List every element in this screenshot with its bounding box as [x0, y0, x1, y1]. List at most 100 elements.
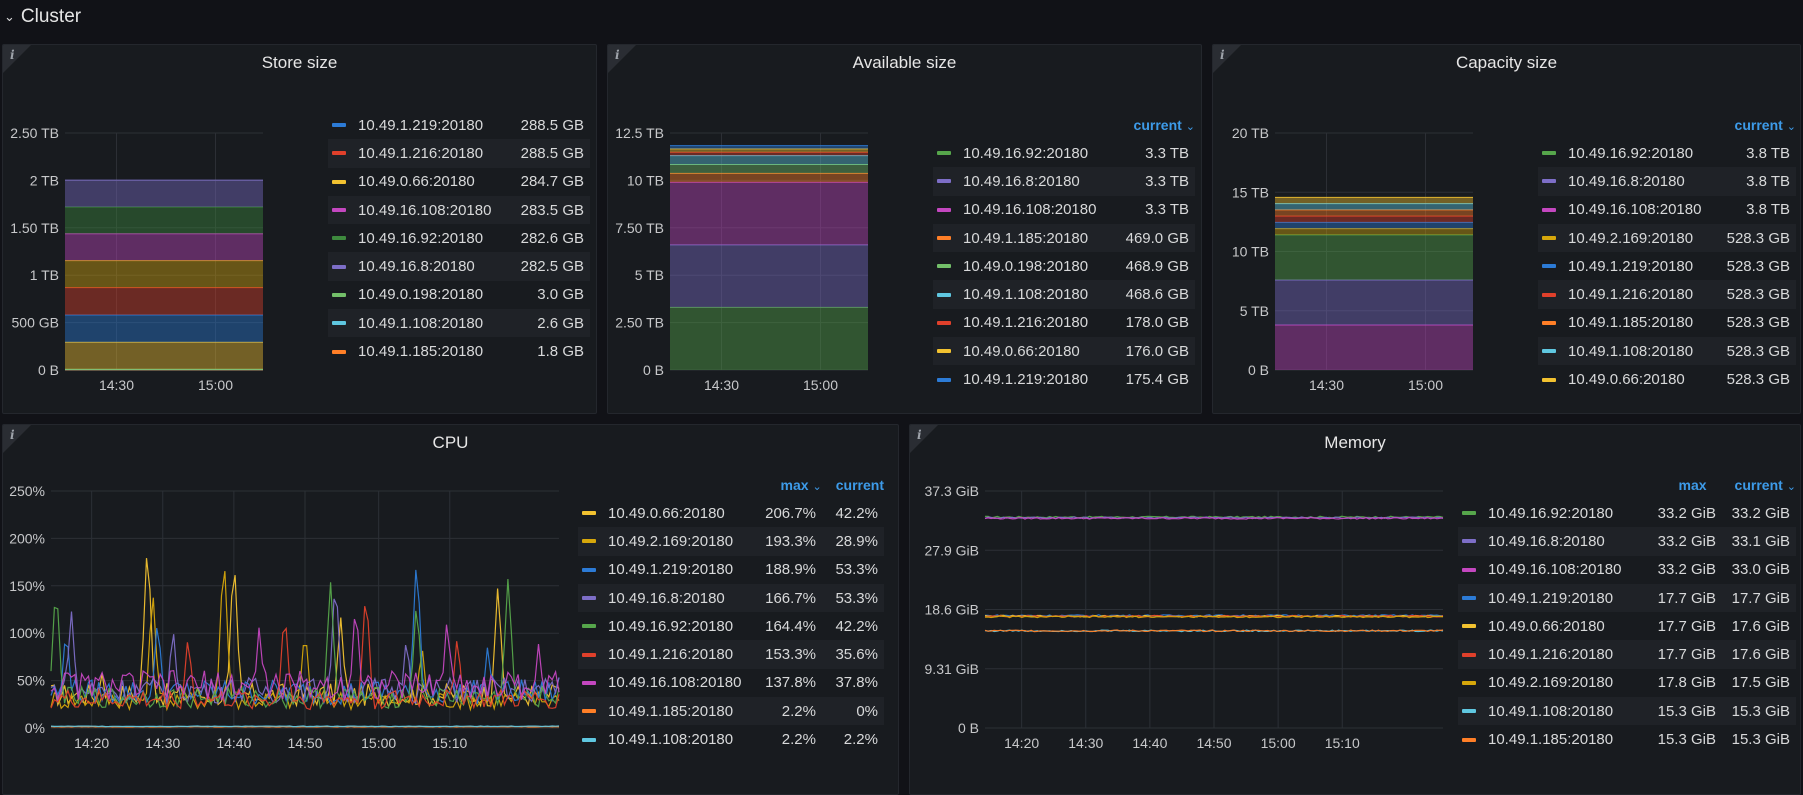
legend-series-name[interactable]: 10.49.1.216:20180	[1568, 286, 1694, 304]
series-color-swatch[interactable]	[1542, 264, 1556, 269]
series-color-swatch[interactable]	[937, 207, 951, 212]
series-color-swatch[interactable]	[332, 349, 346, 354]
legend-item[interactable]: 10.49.16.8:20180 3.8 TB	[1538, 167, 1796, 196]
sort-current-button[interactable]: current ⌄	[1734, 117, 1796, 133]
legend-item[interactable]: 10.49.16.92:20180 3.8 TB	[1538, 139, 1796, 167]
series-color-swatch[interactable]	[1542, 179, 1556, 184]
series-color-swatch[interactable]	[1462, 511, 1476, 516]
panel-title[interactable]: Capacity size	[1455, 53, 1558, 72]
legend-item[interactable]: 10.49.16.92:20180 282.6 GB	[328, 224, 590, 252]
series-color-swatch[interactable]	[937, 151, 951, 156]
legend-item[interactable]: 10.49.1.216:20180 528.3 GB	[1538, 280, 1796, 309]
series-color-swatch[interactable]	[332, 321, 346, 326]
info-icon[interactable]: i	[917, 428, 922, 442]
legend-item[interactable]: 10.49.1.108:20180 2.6 GB	[328, 309, 590, 338]
series-color-swatch[interactable]	[332, 292, 346, 297]
legend-item[interactable]: 10.49.16.8:20180 282.5 GB	[328, 252, 590, 281]
series-color-swatch[interactable]	[582, 596, 596, 601]
panel-title[interactable]: CPU	[432, 433, 469, 452]
series-color-swatch[interactable]	[582, 567, 596, 572]
legend-series-name[interactable]: 10.49.1.219:20180	[608, 561, 734, 579]
info-icon[interactable]: i	[1220, 48, 1225, 62]
legend-series-name[interactable]: 10.49.0.198:20180	[358, 286, 484, 304]
legend-item[interactable]: 10.49.1.185:20180 469.0 GB	[933, 223, 1195, 253]
sort-current-button[interactable]: current ⌄	[1734, 477, 1796, 493]
panel-title[interactable]: Available size	[852, 53, 957, 72]
series-color-swatch[interactable]	[332, 179, 346, 184]
legend-item[interactable]: 10.49.0.66:20180 176.0 GB	[933, 337, 1195, 366]
series-color-swatch[interactable]	[1462, 709, 1476, 714]
legend-item[interactable]: 10.49.0.66:20180 284.7 GB	[328, 168, 590, 196]
legend-series-name[interactable]: 10.49.1.108:20180	[358, 314, 484, 332]
series-color-swatch[interactable]	[332, 208, 346, 213]
legend-series-name[interactable]: 10.49.16.8:20180	[1568, 172, 1685, 190]
series-color-swatch[interactable]	[1542, 292, 1556, 297]
series-color-swatch[interactable]	[937, 292, 951, 297]
legend-series-name[interactable]: 10.49.0.66:20180	[608, 504, 725, 522]
chart-cpu[interactable]: 250% 200% 150% 100% 50% 0% 14:20 14:30 14:40 14:5…	[3, 477, 563, 777]
legend-series-name[interactable]: 10.49.2.169:20180	[1568, 229, 1694, 247]
legend-item[interactable]: 10.49.0.66:20180 206.7% 42.2%	[578, 499, 884, 527]
chart-store-size[interactable]: 2.50 TB 2 TB 1.50 TB 1 TB 500 GB 0 B 14:30 15:0…	[3, 97, 313, 397]
legend-item[interactable]: 10.49.1.216:20180 288.5 GB	[328, 139, 590, 168]
legend-item[interactable]: 10.49.16.108:20180 283.5 GB	[328, 195, 590, 225]
series-color-swatch[interactable]	[332, 264, 346, 269]
legend-series-name[interactable]: 10.49.16.92:20180	[963, 144, 1089, 162]
chart-available-size[interactable]: 12.5 TB 10 TB 7.50 TB 5 TB 2.50 TB 0 B 14:30 15…	[608, 97, 918, 397]
series-color-swatch[interactable]	[937, 179, 951, 184]
series-color-swatch[interactable]	[1542, 151, 1556, 156]
legend-series-name[interactable]: 10.49.16.108:20180	[1568, 201, 1702, 219]
legend-series-name[interactable]: 10.49.0.66:20180	[1568, 371, 1685, 389]
legend-series-name[interactable]: 10.49.1.219:20180	[1488, 589, 1614, 607]
series-color-swatch[interactable]	[1462, 539, 1476, 544]
legend-series-name[interactable]: 10.49.16.92:20180	[1488, 504, 1614, 522]
legend-item[interactable]: 10.49.2.169:20180 17.8 GiB 17.5 GiB	[1458, 669, 1796, 697]
info-icon[interactable]: i	[615, 48, 620, 62]
series-color-swatch[interactable]	[1462, 624, 1476, 629]
legend-series-name[interactable]: 10.49.16.108:20180	[1488, 561, 1622, 579]
legend-item[interactable]: 10.49.1.108:20180 15.3 GiB 15.3 GiB	[1458, 697, 1796, 726]
series-color-swatch[interactable]	[332, 236, 346, 241]
legend-series-name[interactable]: 10.49.1.185:20180	[963, 229, 1089, 247]
legend-item[interactable]: 10.49.16.108:20180 33.2 GiB 33.0 GiB	[1458, 556, 1796, 584]
series-color-swatch[interactable]	[1462, 680, 1476, 685]
legend-series-name[interactable]: 10.49.16.8:20180	[358, 258, 475, 276]
sort-max-button[interactable]: max ⌄	[780, 477, 822, 493]
legend-item[interactable]: 10.49.16.8:20180 3.3 TB	[933, 167, 1195, 196]
legend-series-name[interactable]: 10.49.0.66:20180	[1488, 617, 1605, 635]
legend-item[interactable]: 10.49.1.108:20180 468.6 GB	[933, 280, 1195, 309]
legend-series-name[interactable]: 10.49.1.216:20180	[963, 314, 1089, 332]
legend-series-name[interactable]: 10.49.1.108:20180	[963, 286, 1089, 304]
series-color-swatch[interactable]	[937, 320, 951, 325]
legend-series-name[interactable]: 10.49.16.92:20180	[358, 229, 484, 247]
series-color-swatch[interactable]	[1462, 737, 1476, 742]
series-color-swatch[interactable]	[582, 624, 596, 629]
legend-item[interactable]: 10.49.1.219:20180 288.5 GB	[328, 111, 590, 139]
legend-series-name[interactable]: 10.49.1.216:20180	[1488, 646, 1614, 664]
legend-item[interactable]: 10.49.1.185:20180 2.2% 0%	[578, 697, 884, 726]
legend-item[interactable]: 10.49.2.169:20180 528.3 GB	[1538, 223, 1796, 253]
legend-series-name[interactable]: 10.49.16.92:20180	[608, 617, 734, 635]
series-color-swatch[interactable]	[582, 652, 596, 657]
legend-series-name[interactable]: 10.49.16.108:20180	[963, 201, 1097, 219]
panel-title[interactable]: Store size	[261, 53, 338, 72]
series-color-swatch[interactable]	[332, 151, 346, 156]
legend-item[interactable]: 10.49.1.216:20180 178.0 GB	[933, 309, 1195, 337]
legend-item[interactable]: 10.49.1.219:20180 175.4 GB	[933, 365, 1195, 393]
legend-series-name[interactable]: 10.49.16.108:20180	[608, 674, 742, 692]
series-color-swatch[interactable]	[1542, 320, 1556, 325]
legend-item[interactable]: 10.49.1.219:20180 528.3 GB	[1538, 252, 1796, 280]
legend-item[interactable]: 10.49.1.108:20180 528.3 GB	[1538, 337, 1796, 366]
legend-item[interactable]: 10.49.16.108:20180 3.3 TB	[933, 196, 1195, 224]
legend-series-name[interactable]: 10.49.1.185:20180	[608, 702, 734, 720]
info-icon[interactable]: i	[10, 48, 15, 62]
legend-item[interactable]: 10.49.16.92:20180 164.4% 42.2%	[578, 612, 884, 640]
series-color-swatch[interactable]	[937, 349, 951, 354]
legend-series-name[interactable]: 10.49.16.108:20180	[358, 201, 492, 219]
series-color-swatch[interactable]	[937, 377, 951, 382]
series-color-swatch[interactable]	[1542, 236, 1556, 241]
series-color-swatch[interactable]	[1462, 652, 1476, 657]
legend-item[interactable]: 10.49.1.216:20180 17.7 GiB 17.6 GiB	[1458, 640, 1796, 669]
series-color-swatch[interactable]	[937, 264, 951, 269]
legend-item[interactable]: 10.49.1.219:20180 188.9% 53.3%	[578, 556, 884, 584]
